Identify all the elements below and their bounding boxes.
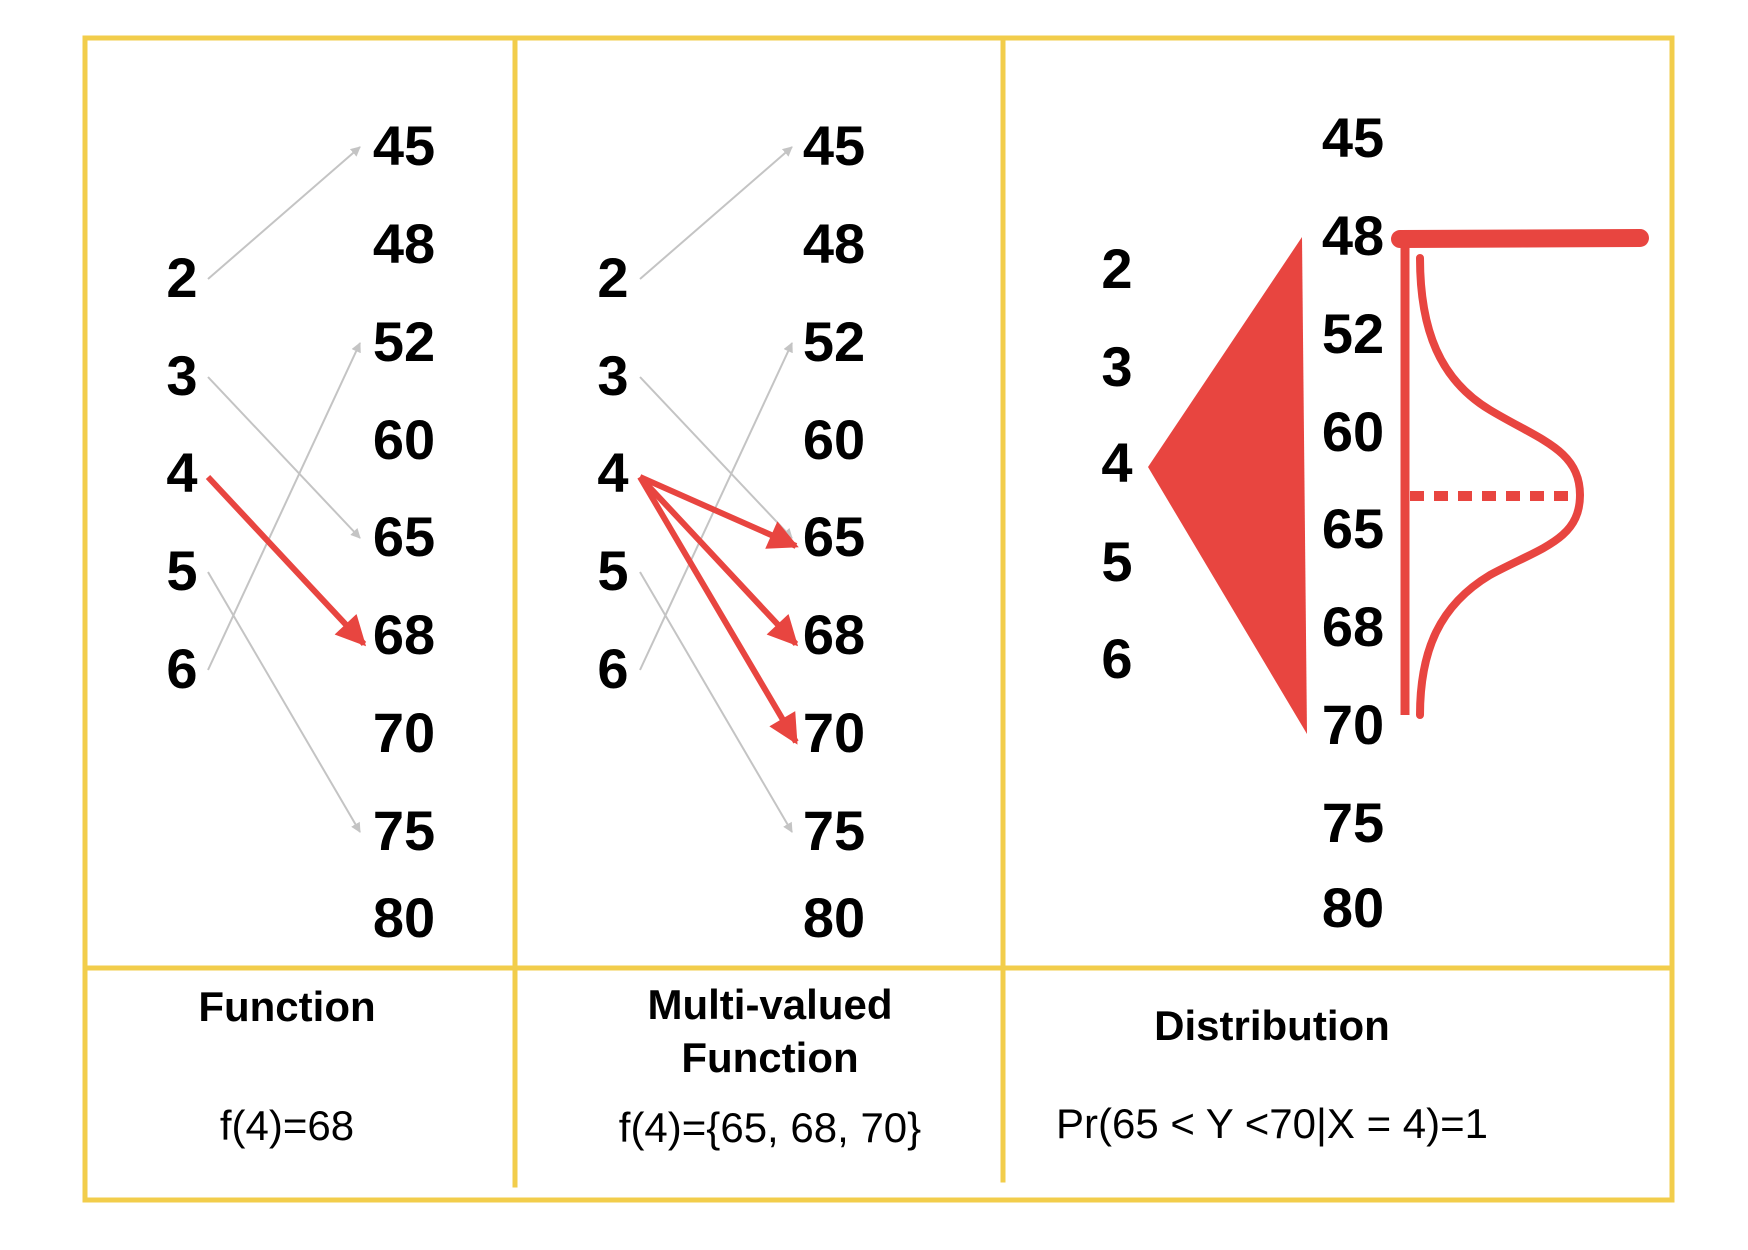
highlighted-mapping-arrow (205, 474, 367, 647)
output-value: 65 (1322, 497, 1384, 560)
mapping-arrow (207, 376, 361, 539)
output-value: 68 (1322, 595, 1384, 658)
input-value: 2 (1101, 237, 1132, 300)
input-value: 6 (1101, 627, 1132, 690)
output-value: 45 (373, 114, 435, 177)
density-top-bar (1391, 229, 1649, 248)
highlighted-mapping-arrow (637, 475, 799, 745)
input-value: 5 (597, 539, 628, 602)
output-value: 80 (373, 886, 435, 949)
input-value: 4 (166, 441, 197, 504)
input-value: 3 (1101, 335, 1132, 398)
panel-title: Multi-valued (647, 981, 892, 1028)
panel-formula: f(4)={65, 68, 70} (619, 1104, 921, 1151)
input-value: 2 (597, 246, 628, 309)
output-value: 75 (373, 799, 435, 862)
output-value: 60 (803, 408, 865, 471)
input-value: 6 (166, 637, 197, 700)
mapping-arrow (207, 146, 361, 280)
highlighted-mapping-arrow (638, 474, 799, 549)
input-value: 5 (1101, 530, 1132, 593)
panel-formula: Pr(65 < Y <70|X = 4)=1 (1056, 1100, 1488, 1147)
output-value: 60 (373, 408, 435, 471)
input-value: 3 (597, 344, 628, 407)
mapping-arrow (639, 342, 793, 671)
probability-fan (1148, 237, 1307, 734)
output-value: 68 (373, 603, 435, 666)
input-value: 4 (1101, 431, 1132, 494)
mapping-arrow (639, 376, 793, 539)
mapping-arrow (639, 146, 793, 280)
input-value: 2 (166, 246, 197, 309)
output-value: 65 (803, 505, 865, 568)
output-value: 70 (373, 701, 435, 764)
output-value: 52 (1322, 302, 1384, 365)
output-value: 75 (803, 799, 865, 862)
output-value: 45 (803, 114, 865, 177)
panel-title: Function (681, 1034, 858, 1081)
panel-formula: f(4)=68 (220, 1102, 354, 1149)
output-value: 48 (1322, 204, 1384, 267)
mapping-arrow (207, 342, 361, 671)
output-value: 45 (1322, 106, 1384, 169)
highlighted-mapping-arrow (637, 474, 799, 647)
output-value: 52 (803, 310, 865, 373)
output-value: 80 (803, 886, 865, 949)
density-curve (1416, 254, 1585, 719)
output-value: 70 (803, 701, 865, 764)
panel-title: Function (198, 983, 375, 1030)
output-value: 52 (373, 310, 435, 373)
output-value: 68 (803, 603, 865, 666)
input-value: 5 (166, 539, 197, 602)
panel-title: Distribution (1154, 1002, 1390, 1049)
input-value: 6 (597, 637, 628, 700)
output-value: 60 (1322, 400, 1384, 463)
output-value: 48 (373, 212, 435, 275)
output-value: 75 (1322, 791, 1384, 854)
input-value: 4 (597, 441, 628, 504)
output-value: 48 (803, 212, 865, 275)
output-value: 70 (1322, 693, 1384, 756)
input-value: 3 (166, 344, 197, 407)
output-value: 80 (1322, 876, 1384, 939)
panel-frame (82, 35, 1675, 1203)
output-value: 65 (373, 505, 435, 568)
